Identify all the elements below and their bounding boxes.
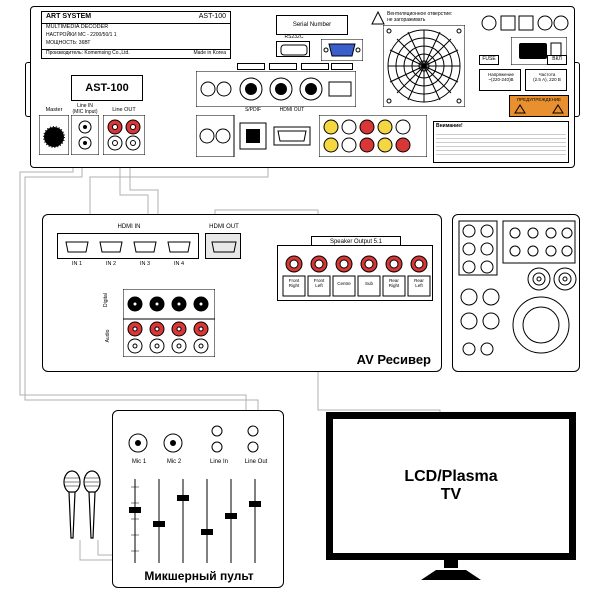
vent-warning-label: Вентиляционное отверстие: не загораживат… xyxy=(387,11,467,23)
ast-spdif-hdmi xyxy=(196,115,314,157)
madein-label: Made in Korea xyxy=(193,50,226,56)
model-top-label: AST-100 xyxy=(186,13,226,20)
mixer-mic-jacks xyxy=(123,429,193,463)
hdmi-out-group: HDMI OUT xyxy=(205,233,241,259)
ac-label-1: Напряжение ~(220-240)В xyxy=(481,72,521,82)
spk-sub: Sub xyxy=(358,281,380,286)
tv: LCD/Plasma TV xyxy=(326,412,576,582)
ast100-badge: AST-100 xyxy=(71,75,143,101)
port-label-3 xyxy=(301,63,329,70)
brand-label: ART SYSTEM xyxy=(46,13,126,20)
spk-fl: Front Left xyxy=(308,278,330,288)
speaker-panel xyxy=(452,214,580,372)
in3-label: IN 3 xyxy=(133,261,157,267)
serial-number-box: Serial Number xyxy=(276,15,348,35)
tv-title: LCD/Plasma TV xyxy=(404,468,497,504)
warning-box: ПРЕДУПРЕЖДЕНИЕ xyxy=(509,95,569,117)
line-out-label: Line OUT xyxy=(106,107,142,113)
audio-label: Audio xyxy=(105,323,111,349)
fan-grille xyxy=(383,25,465,107)
line-out-rca xyxy=(103,115,145,155)
ac-info-1: Напряжение ~(220-240)В xyxy=(479,69,521,91)
spk-rr: Rear Right xyxy=(383,278,405,288)
right-flange xyxy=(574,62,580,117)
master-label: Master xyxy=(41,107,67,113)
port-label-1 xyxy=(237,63,265,70)
ast100-unit: ART SYSTEM AST-100 MULTIMEDIA DECODER НА… xyxy=(30,6,575,168)
spk-c: Centre xyxy=(333,281,355,286)
line-in-jacks xyxy=(71,115,99,155)
serial-label: Serial Number xyxy=(293,22,331,28)
mixer: Микшерный пульт Mic 1 Mic 2 Line In Line… xyxy=(112,410,284,588)
left-flange xyxy=(25,62,31,117)
av-out-rca xyxy=(319,115,427,157)
warning-label: ПРЕДУПРЕЖДЕНИЕ xyxy=(517,97,561,102)
lineout-label: Line Out xyxy=(241,459,271,465)
certification-icons xyxy=(479,13,569,33)
port-label-2 xyxy=(269,63,297,70)
decoder-label: MULTIMEDIA DECODER xyxy=(46,24,108,30)
speaker-output-group: Speaker Output 5.1 Front Right Front Lef… xyxy=(277,245,433,301)
vga-port xyxy=(321,39,363,61)
av-receiver: AV Ресивер HDMI IN IN 1 IN 2 IN 3 IN 4 H… xyxy=(42,214,442,372)
spk-fr: Front Right xyxy=(283,278,305,288)
mic1-label: Mic 1 xyxy=(129,459,149,465)
linein-label: Line In xyxy=(205,459,233,465)
in2-label: IN 2 xyxy=(99,261,123,267)
mic2-label: Mic 2 xyxy=(164,459,184,465)
rcagrid: Digital Audio xyxy=(123,289,215,357)
digital-label: Digital xyxy=(103,287,109,313)
hdmi-in-label: HDMI IN xyxy=(58,224,200,230)
vnimanie-box: Внимание! xyxy=(433,121,569,163)
mixer-faders xyxy=(123,473,275,569)
speaker-output-label: Speaker Output 5.1 xyxy=(311,236,401,246)
in4-label: IN 4 xyxy=(167,261,191,267)
rs232c-label: RS232C xyxy=(277,34,311,40)
receiver-title: AV Ресивер xyxy=(357,352,431,367)
ac-info-2: Частота (2.5 А), 220 В xyxy=(525,69,567,91)
hdmi-in-group: HDMI IN xyxy=(57,233,199,259)
line-in-label: Line IN (MIC Input) xyxy=(69,103,101,115)
hdmi-out-label: HDMI OUT xyxy=(206,224,242,230)
moshnost-label: МОЩНОСТЬ: 36ВТ xyxy=(46,40,90,46)
manufacturer-label: Производитель: Komemsing Co.,Ltd. xyxy=(46,50,130,56)
power-switch-label: ВКЛ xyxy=(547,55,567,65)
spdif-label: S/PDIF xyxy=(239,107,267,113)
ast100-badge-label: AST-100 xyxy=(85,82,128,94)
in1-label: IN 1 xyxy=(65,261,89,267)
ast100-info-plate: ART SYSTEM AST-100 MULTIMEDIA DECODER НА… xyxy=(41,11,231,59)
mixer-title: Микшерный пульт xyxy=(113,569,285,583)
warning-icon xyxy=(371,11,385,25)
ast-hdmi-out-label: HDMI OUT xyxy=(273,107,311,113)
microphones xyxy=(60,468,110,558)
fuse-box: FUSE xyxy=(479,55,499,65)
ac-label-2: Частота (2.5 А), 220 В xyxy=(527,72,567,82)
rs232c-port-group: RS232C xyxy=(276,41,310,57)
port-label-4 xyxy=(331,63,353,70)
vnimanie-label: Внимание! xyxy=(436,123,463,129)
nastroiki-label: НАСТРОЙКИ МС - 2200/50/1 1 xyxy=(46,32,117,38)
master-knob xyxy=(39,115,69,155)
mid-top-ports xyxy=(196,71,356,107)
spk-rl: Rear Left xyxy=(408,278,430,288)
